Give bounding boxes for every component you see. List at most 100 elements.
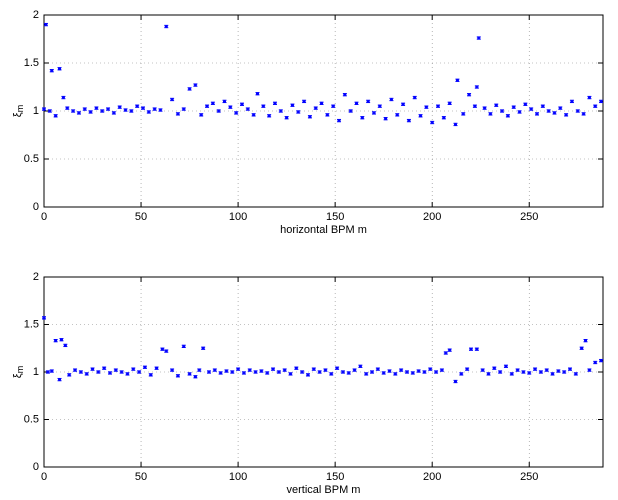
- x-tick-label: 150: [326, 471, 344, 483]
- error-bar: [434, 370, 439, 374]
- x-tick-label: 200: [423, 211, 441, 223]
- error-bar: [164, 349, 169, 353]
- error-bar: [568, 367, 573, 371]
- error-bar: [348, 109, 353, 113]
- error-bar: [175, 374, 180, 378]
- error-bar: [201, 346, 206, 350]
- plot: 0 0.5 1 1.5 2 0 50 100 150 200 250 vertical BPM m ξm: [12, 271, 604, 496]
- y-axis-symbol: ξ: [12, 112, 24, 117]
- error-bar: [228, 105, 233, 109]
- error-bar: [205, 104, 210, 108]
- y-tick-label: 1.5: [24, 57, 39, 69]
- error-bar: [579, 346, 584, 350]
- error-bar: [455, 78, 460, 82]
- y-axis-subscript: m: [15, 105, 25, 113]
- error-bar: [305, 373, 310, 377]
- error-bar: [267, 114, 272, 118]
- error-bar: [96, 370, 101, 374]
- error-bar: [569, 99, 574, 104]
- error-bar: [521, 370, 526, 374]
- error-bar: [107, 371, 112, 375]
- plot-frame: [43, 14, 604, 208]
- error-bar: [331, 104, 336, 108]
- x-tick-label: 100: [229, 471, 247, 483]
- error-bar: [370, 370, 375, 374]
- error-bar: [140, 106, 145, 110]
- error-bar: [100, 109, 105, 113]
- error-bar: [278, 109, 283, 113]
- error-bar: [360, 116, 365, 120]
- error-bar: [294, 366, 299, 370]
- error-bar: [239, 102, 244, 106]
- error-bar: [538, 370, 543, 374]
- error-bar: [428, 367, 433, 371]
- error-bar: [319, 101, 324, 105]
- error-bar: [82, 107, 87, 111]
- error-bar: [123, 108, 128, 112]
- error-bar: [447, 348, 452, 352]
- error-bar: [599, 99, 604, 104]
- error-bar: [164, 24, 169, 29]
- x-tick-label: 100: [229, 211, 247, 223]
- error-bar: [562, 370, 567, 374]
- error-bar: [552, 111, 557, 115]
- error-bar: [395, 113, 400, 117]
- error-bar: [284, 116, 289, 120]
- error-bar: [67, 373, 72, 377]
- error-bar: [265, 371, 270, 375]
- error-bar: [302, 99, 307, 104]
- error-bar: [469, 347, 474, 351]
- error-bar: [88, 110, 93, 114]
- y-axis-label: ξm: [12, 366, 25, 378]
- error-bar: [129, 109, 134, 113]
- y-tick-label: 1: [33, 366, 39, 378]
- error-bar: [593, 104, 598, 108]
- error-bar: [381, 371, 386, 375]
- error-bar: [193, 83, 198, 87]
- error-bar: [73, 368, 78, 372]
- error-bar: [546, 109, 551, 113]
- error-bar: [383, 117, 388, 121]
- error-bar: [453, 122, 458, 127]
- error-bar: [533, 367, 538, 371]
- error-bar: [113, 368, 118, 372]
- error-bar: [523, 102, 528, 106]
- error-bar: [401, 102, 406, 106]
- error-bar: [422, 370, 427, 374]
- error-bar: [439, 368, 444, 372]
- error-bar: [59, 338, 64, 342]
- plot: 0 0.5 1 1.5 2 0 50 100 150 200 250 horizontal BPM m…: [12, 9, 604, 236]
- x-axis-label: horizontal BPM m: [280, 224, 367, 236]
- error-bar: [251, 113, 256, 117]
- error-bar: [556, 369, 561, 373]
- error-bar: [94, 106, 99, 110]
- error-bar: [399, 368, 404, 372]
- error-bar: [511, 105, 516, 109]
- error-bar: [212, 368, 217, 372]
- error-bar: [453, 379, 458, 384]
- error-bar: [418, 114, 423, 118]
- error-bar: [152, 107, 157, 111]
- error-bar: [342, 93, 347, 97]
- y-tick-label: 0: [33, 461, 39, 473]
- error-bar: [90, 367, 95, 371]
- y-axis-subscript: m: [15, 366, 25, 374]
- error-bar: [61, 95, 66, 100]
- error-bar: [527, 371, 532, 375]
- error-bar: [459, 372, 464, 376]
- error-bar: [573, 372, 578, 376]
- error-bar: [472, 104, 477, 108]
- error-bar: [170, 97, 175, 102]
- error-bar: [245, 107, 250, 111]
- error-bar: [461, 112, 466, 116]
- error-bar: [160, 347, 165, 351]
- error-bar: [117, 105, 122, 109]
- error-bar: [47, 109, 52, 113]
- error-bar: [187, 87, 192, 91]
- error-bar: [261, 104, 266, 108]
- error-bar: [500, 109, 505, 113]
- error-bar: [447, 101, 452, 105]
- y-axis-symbol: ξ: [12, 373, 24, 378]
- error-bar: [218, 371, 223, 375]
- error-bar: [216, 109, 221, 113]
